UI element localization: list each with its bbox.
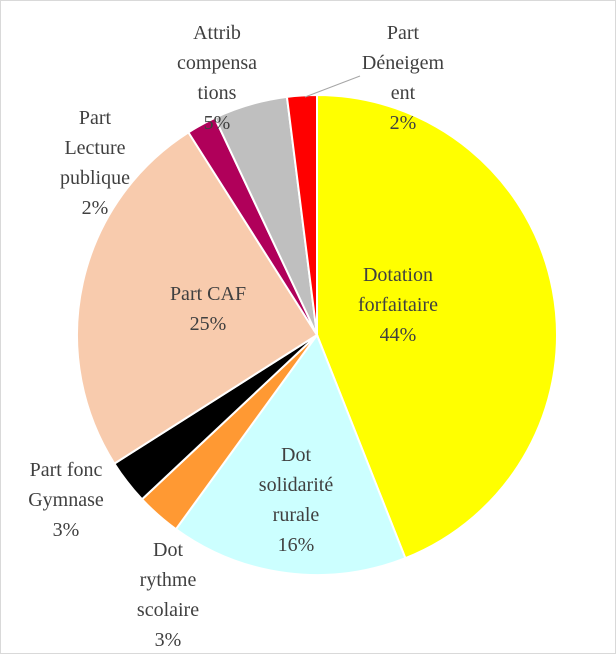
slice-label: Part Lecture publique 2% <box>60 103 130 223</box>
slice <box>316 93 558 560</box>
value-label: 2% <box>81 197 109 219</box>
slice <box>285 93 318 336</box>
value-label: 3% <box>52 519 80 541</box>
value-label: 5% <box>203 112 231 134</box>
slice-label: Dot rythme scolaire 3% <box>137 535 199 654</box>
category-label: Dotation forfaitaire <box>358 264 438 316</box>
slice-label: Dotation forfaitaire 44% <box>358 260 438 350</box>
slice-label: Dot solidarité rurale 16% <box>259 440 333 560</box>
category-label: Part Déneigem ent <box>361 22 445 104</box>
value-label: 25% <box>189 313 227 335</box>
category-label: Dot solidarité rurale <box>258 444 334 526</box>
category-label: Part Lecture publique <box>60 107 130 189</box>
category-label: Dot rythme scolaire <box>136 539 200 621</box>
category-label: Attrib compensa tions <box>177 22 257 104</box>
slices <box>76 93 558 576</box>
leader-line <box>304 75 361 98</box>
category-label: Part CAF <box>169 283 247 305</box>
slice <box>76 130 319 465</box>
category-label: Part fonc Gymnase <box>28 459 104 511</box>
slice <box>174 332 407 576</box>
slice-label: Part CAF 25% <box>170 279 246 339</box>
value-label: 2% <box>389 112 417 134</box>
value-label: 44% <box>379 324 417 346</box>
value-label: 3% <box>154 629 182 651</box>
slice-label: Part fonc Gymnase 3% <box>28 455 104 545</box>
slice-label: Attrib compensa tions 5% <box>177 18 257 138</box>
value-label: 16% <box>277 534 315 556</box>
slice-label: Part Déneigem ent 2% <box>362 18 444 138</box>
